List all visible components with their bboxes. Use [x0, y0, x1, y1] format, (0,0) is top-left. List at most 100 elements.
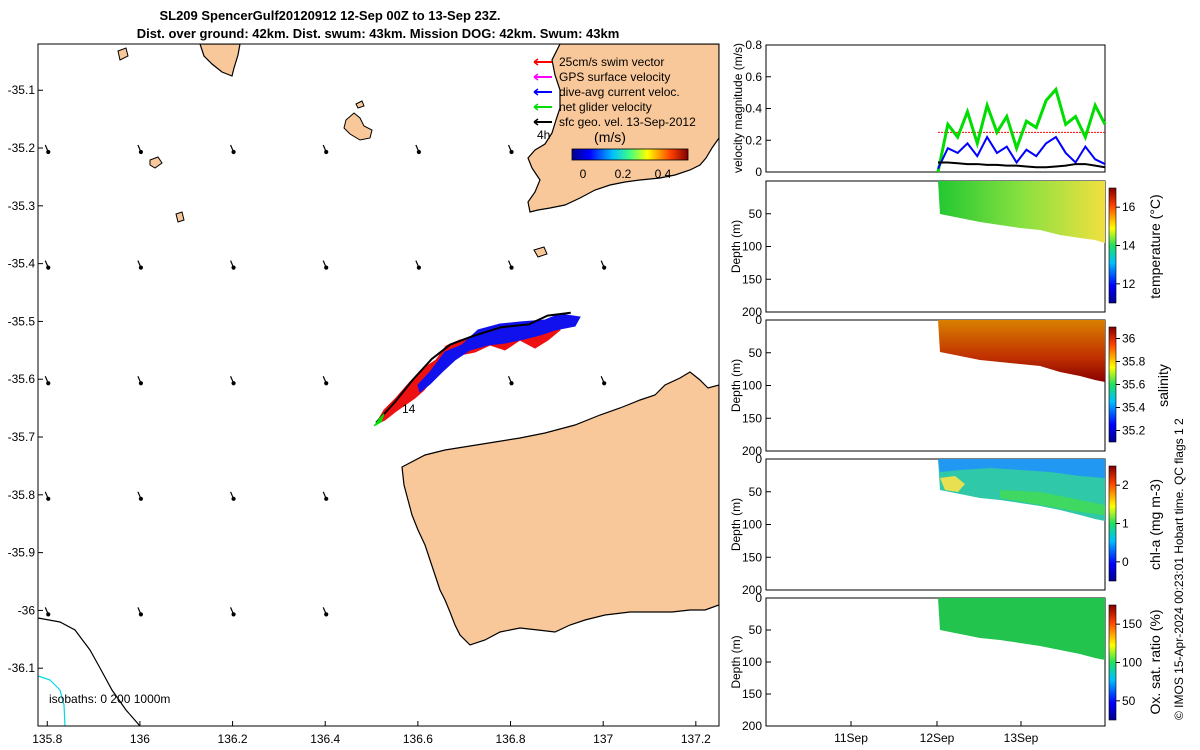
- glider-track-group: 14: [373, 311, 581, 427]
- time-tick-label: 11Sep: [834, 731, 868, 745]
- sfc-arrow-head: [416, 149, 421, 155]
- isobath-0: [38, 617, 141, 726]
- sfc-arrow-head: [324, 381, 329, 386]
- velocity-series-line: [938, 161, 1106, 169]
- profile-ytick-label: 200: [742, 305, 762, 319]
- profile-ylabel: Depth (m): [729, 359, 743, 412]
- velocity-series-line: [937, 135, 1106, 170]
- legend-arrowhead: [533, 118, 539, 126]
- sfc-arrow-head: [46, 149, 51, 155]
- sfc-arrow-head: [138, 265, 144, 270]
- profile-ylabel: Depth (m): [729, 635, 743, 688]
- velocity-y-ticks: 0 0.2 0.4 0.6 0.8: [745, 38, 771, 179]
- oxygen-section: [938, 598, 1105, 660]
- time-axis-ticks: 11Sep 12Sep 13Sep: [834, 721, 1039, 745]
- colorbar-label: (m/s): [594, 129, 626, 145]
- chl-section-surface: [938, 459, 1105, 478]
- map-ytick-label: -35.1: [8, 83, 36, 97]
- map-xtick-label: 136: [130, 732, 150, 746]
- oxygen-panel: [765, 597, 1117, 727]
- sfc-arrow-head: [46, 265, 51, 270]
- map-colorbar-tick: 0.2: [615, 167, 632, 181]
- time-tick-label: 12Sep: [920, 731, 955, 745]
- map-x-ticks: 135.8 136 136.2 136.4 136.6 136.8 137 137.2: [32, 721, 711, 746]
- sfc-arrow-field: [44, 144, 607, 617]
- isobaths-label: isobaths: 0 200 1000m: [49, 692, 170, 706]
- cbar-tick-label: 1: [1122, 517, 1129, 531]
- velocity-ytick-label: 0.4: [745, 102, 762, 116]
- profile-ylabel: Depth (m): [729, 220, 743, 273]
- map-xtick-label: 135.8: [32, 732, 62, 746]
- profile-ytick-label: 0: [755, 591, 762, 605]
- cbar-tick-label: 35.8: [1122, 355, 1146, 369]
- sfc-arrow-head: [138, 612, 144, 617]
- chl-colorbar: [1108, 465, 1117, 582]
- sfc-arrow-head: [138, 381, 144, 386]
- profile-ytick-label: 50: [749, 346, 763, 360]
- profile-ytick-label: 50: [749, 623, 763, 637]
- sfc-arrow-head: [324, 265, 329, 270]
- sfc-arrow-head: [231, 149, 236, 155]
- sfc-arrow-head: [231, 612, 236, 617]
- profile-ytick-label: 50: [749, 207, 763, 221]
- map-colorbar-tick: 0.4: [655, 167, 672, 181]
- chl-section-patch: [940, 476, 965, 492]
- map-y-ticks: -35.1 -35.2 -35.3 -35.4 -35.5 -35.6 -35.7 -35.8…: [8, 83, 43, 675]
- map-ytick-label: -35.4: [8, 257, 36, 271]
- map-xtick-label: 137: [593, 732, 613, 746]
- cbar-tick-label: 12: [1122, 277, 1136, 291]
- profile-ytick-label: 100: [742, 240, 762, 254]
- land-mass-south: [401, 371, 719, 646]
- map-panel: 14 135.8 136 136.2 136.4 136.6 136.8 137 137.2 …: [8, 43, 720, 746]
- velocity-ytick-label: 0: [755, 165, 762, 179]
- sfc-arrow-head: [509, 265, 514, 270]
- profile-ytick-label: 100: [742, 518, 762, 532]
- sfc-arrow-head: [46, 612, 51, 617]
- sfc-arrow-head: [509, 149, 514, 155]
- profile-ytick-label: 200: [742, 444, 762, 458]
- profile-ytick-label: 200: [742, 719, 762, 733]
- map-ytick-label: -35.5: [8, 314, 36, 328]
- map-xtick-label: 136.4: [310, 732, 340, 746]
- cbar-tick-label: 35.6: [1122, 378, 1146, 392]
- cbar-tick-label: 36: [1122, 332, 1136, 346]
- salinity-section: [938, 320, 1105, 382]
- land-mass-north: [527, 44, 719, 213]
- island-small-3: [175, 211, 185, 223]
- sfc-arrow-head: [231, 496, 236, 501]
- cbar-tick-label: 35.4: [1122, 401, 1146, 415]
- map-xtick-label: 136.8: [496, 732, 526, 746]
- chl-section-deep: [1000, 490, 1105, 515]
- salinity-colorbar: [1108, 326, 1117, 443]
- map-ytick-label: -35.9: [8, 546, 36, 560]
- temperature-colorbar: [1108, 187, 1117, 304]
- profile-cbar-label: temperature (°C): [1147, 194, 1163, 298]
- sfc-arrow-head: [602, 265, 607, 270]
- profile-ytick-label: 0: [755, 313, 762, 327]
- chart-title-line2: Dist. over ground: 42km. Dist. swum: 43k…: [137, 26, 620, 41]
- map-colorbar-tick: 0: [580, 167, 587, 181]
- cbar-tick-label: 16: [1122, 200, 1136, 214]
- cbar-tick-label: 150: [1122, 617, 1142, 631]
- sfc-arrow-head: [231, 381, 236, 386]
- island-small-5: [355, 100, 365, 109]
- profile-ytick-label: 150: [742, 687, 762, 701]
- chl-frame: [765, 458, 1106, 591]
- map-xtick-label: 136.2: [218, 732, 248, 746]
- profile-ytick-label: 100: [742, 379, 762, 393]
- map-ytick-label: -35.6: [8, 372, 36, 386]
- legend-label: dive-avg current veloc.: [559, 85, 680, 99]
- map-ytick-label: -36: [18, 603, 36, 617]
- island-small-1: [117, 47, 129, 61]
- map-ytick-label: -35.3: [8, 199, 36, 213]
- imos-side-text: © IMOS 15-Apr-2024 00:23:01 Hobart time.…: [1172, 418, 1186, 720]
- legend-arrowhead: [533, 73, 539, 81]
- profile-ytick-label: 0: [755, 452, 762, 466]
- sfc-arrow-head: [138, 496, 144, 501]
- velocity-ytick-label: 0.6: [745, 70, 762, 84]
- net-velocity-green: [373, 413, 385, 427]
- velocity-frame: [765, 44, 1106, 173]
- time-tick-label: 13Sep: [1004, 731, 1039, 745]
